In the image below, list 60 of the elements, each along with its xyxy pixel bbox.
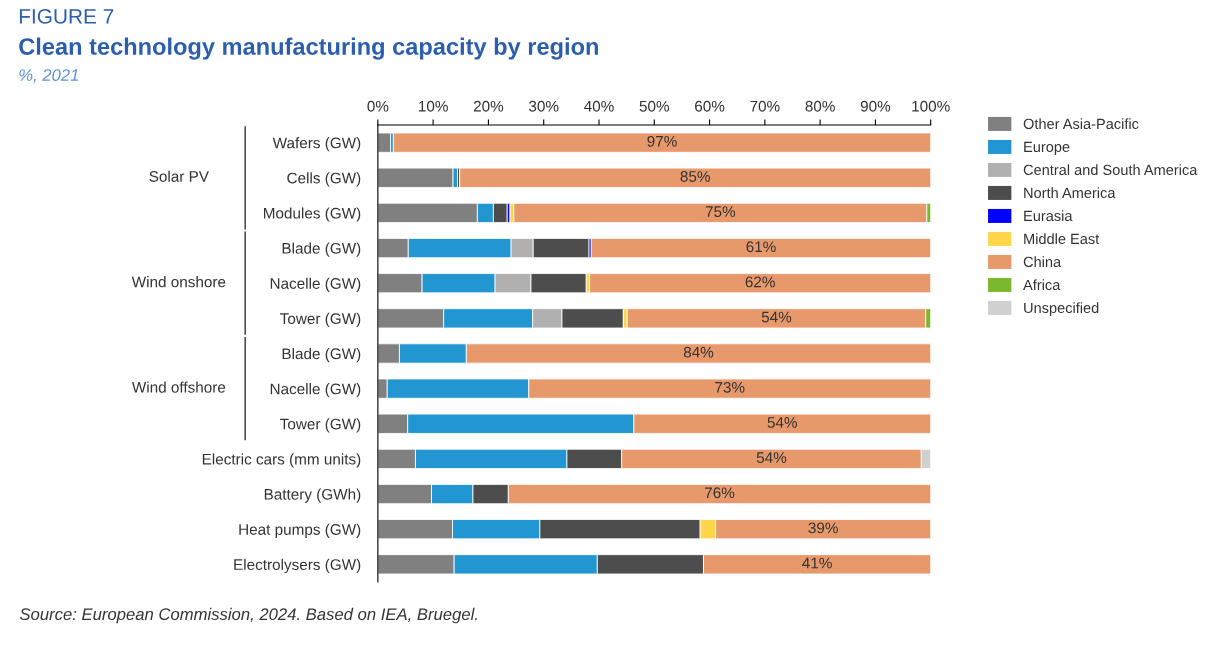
- legend-label: Unspecified: [1024, 302, 1099, 316]
- data-label: 97%: [647, 135, 677, 147]
- legend-label: Central and South America: [1023, 164, 1198, 176]
- data-label: 54%: [767, 417, 797, 428]
- y-tick-label: Nacelle (GW): [270, 277, 361, 292]
- data-label: 85%: [680, 171, 710, 182]
- data-label: 84%: [683, 346, 714, 358]
- x-tick-label: 30%: [529, 100, 559, 112]
- text: Wind onshore: [131, 276, 226, 288]
- x-tick-label: 0%: [367, 100, 389, 112]
- legend-label: Middle East: [1024, 233, 1100, 245]
- legend-label: North America: [1024, 187, 1116, 199]
- y-tick-label: Nacelle (GW): [270, 383, 361, 398]
- x-tick-label: 80%: [805, 100, 835, 112]
- bar: [589, 273, 931, 294]
- chart-title: Clean technology manufacturing capacity by region: [19, 37, 598, 60]
- data-label: 39%: [808, 522, 838, 534]
- y-tick-label: Wafers (GW): [272, 137, 361, 152]
- y-tick-label: Modules (GW): [263, 207, 361, 222]
- source-note: Source: European Commission, 2024. Based on IEA, Bruegel.: [19, 607, 477, 624]
- y-tick-label: Electrolysers (GW): [234, 558, 361, 574]
- bar: [459, 167, 931, 188]
- data-label: 61%: [746, 241, 776, 253]
- x-tick-label: 100%: [912, 100, 950, 112]
- data-label: 41%: [802, 557, 832, 569]
- y-tick-label: Battery (GWh): [264, 488, 361, 503]
- text: Solar PV: [149, 170, 209, 182]
- caption: FIGURE 7: [19, 8, 114, 24]
- data-label: 62%: [745, 276, 775, 288]
- legend-label: Other Asia-Pacific: [1023, 118, 1139, 130]
- x-tick-label: 90%: [860, 100, 891, 112]
- x-tick-label: 70%: [750, 100, 780, 112]
- y-tick-label: Tower (GW): [280, 312, 361, 328]
- x-tick-label: 20%: [473, 100, 504, 112]
- bar: [377, 167, 454, 188]
- data-label: 75%: [705, 206, 736, 218]
- y-tick-label: Blade (GW): [282, 242, 361, 257]
- x-tick-label: 10%: [419, 100, 448, 112]
- bar: [513, 202, 928, 223]
- bar: [590, 237, 931, 259]
- data-label: 54%: [761, 311, 792, 323]
- bar: [626, 308, 927, 329]
- y-tick-label: Electric cars (mm units): [202, 453, 361, 468]
- y-tick-label: Blade (GW): [282, 347, 361, 363]
- data-label: 73%: [715, 381, 745, 393]
- y-tick-label: Tower (GW): [280, 418, 361, 433]
- legend-label: China: [1023, 256, 1062, 268]
- data-label: 54%: [756, 452, 787, 464]
- legend-label: Africa: [1023, 279, 1061, 291]
- legend-label: Europe: [1024, 141, 1070, 155]
- x-tick-label: 60%: [695, 100, 725, 112]
- text: %, 2021: [19, 69, 78, 83]
- x-tick-label: 50%: [639, 100, 670, 112]
- y-tick-label: Heat pumps (GW): [239, 523, 361, 538]
- bar: [392, 132, 931, 153]
- data-label: 76%: [705, 487, 735, 499]
- legend-label: Eurasia: [1024, 210, 1073, 222]
- y-tick-label: Cells (GW): [287, 172, 361, 187]
- x-tick-label: 40%: [584, 100, 614, 112]
- text: Wind offshore: [131, 381, 226, 393]
